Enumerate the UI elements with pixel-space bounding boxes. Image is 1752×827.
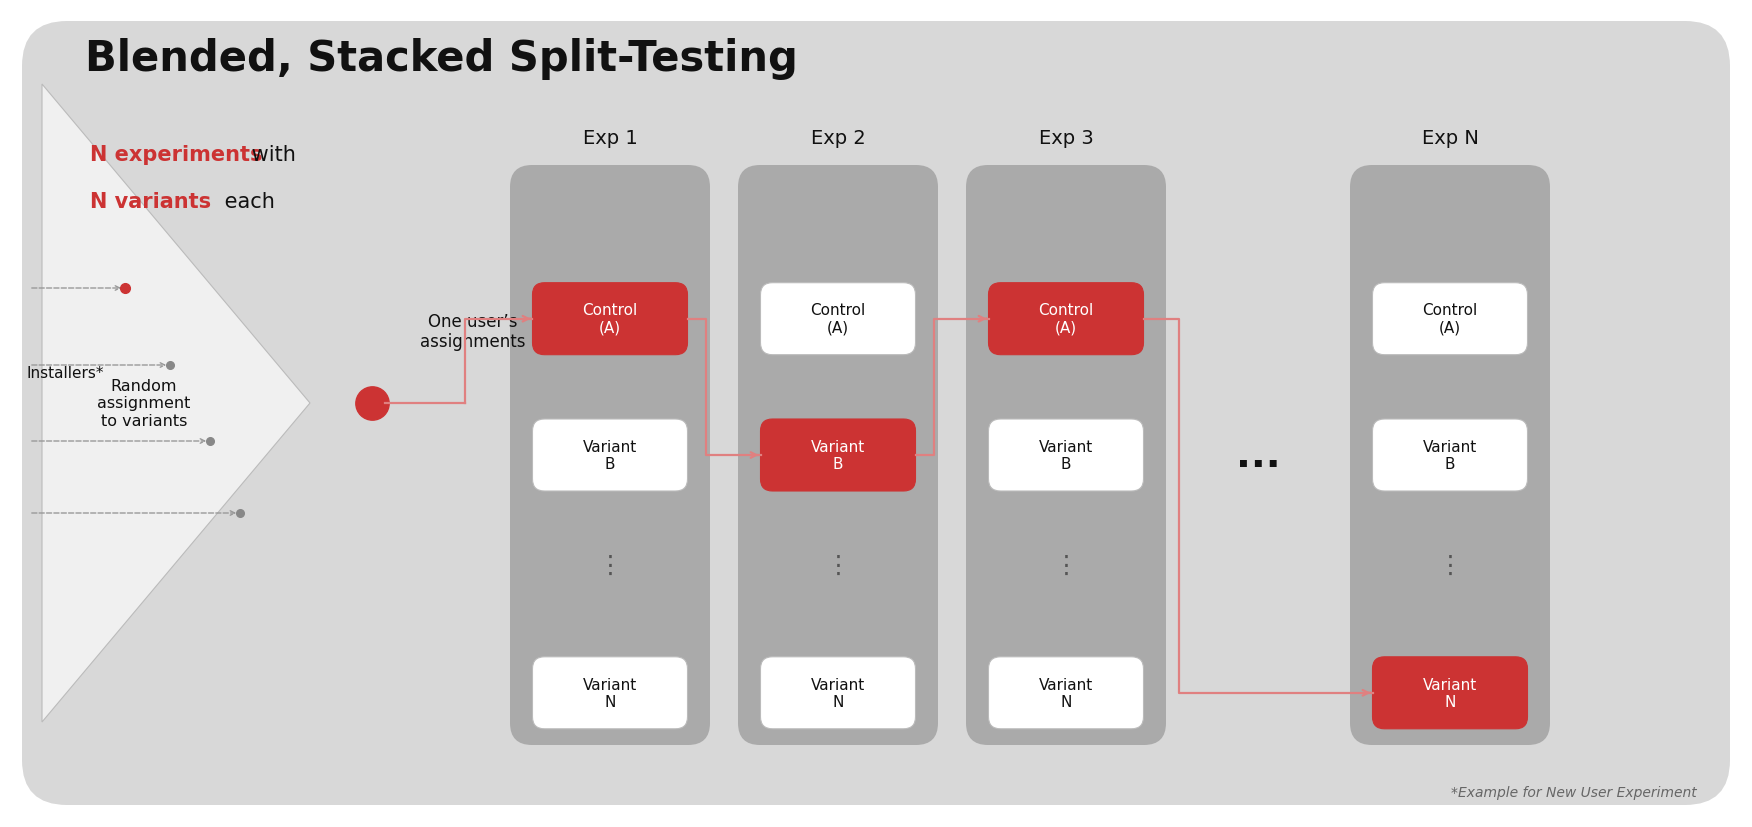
FancyBboxPatch shape xyxy=(533,284,687,356)
FancyBboxPatch shape xyxy=(760,419,916,491)
Text: One user’s
assignments: One user’s assignments xyxy=(420,313,526,351)
Text: ...: ... xyxy=(1235,437,1281,475)
Text: N experiments: N experiments xyxy=(89,145,263,165)
Text: Control
(A): Control (A) xyxy=(811,304,865,336)
Text: Blended, Stacked Split-Testing: Blended, Stacked Split-Testing xyxy=(86,38,797,80)
Text: Control
(A): Control (A) xyxy=(1039,304,1093,336)
FancyBboxPatch shape xyxy=(1372,419,1528,491)
Text: Installers*: Installers* xyxy=(26,366,105,381)
FancyBboxPatch shape xyxy=(738,165,937,745)
Text: ⋮: ⋮ xyxy=(1053,553,1079,577)
Text: Exp N: Exp N xyxy=(1421,129,1479,148)
Text: Exp 3: Exp 3 xyxy=(1039,129,1093,148)
Text: Control
(A): Control (A) xyxy=(582,304,638,336)
Text: Exp 2: Exp 2 xyxy=(811,129,865,148)
Text: Control
(A): Control (A) xyxy=(1423,304,1477,336)
FancyBboxPatch shape xyxy=(1372,284,1528,356)
Text: Exp 1: Exp 1 xyxy=(583,129,638,148)
Text: Variant
B: Variant B xyxy=(811,439,865,471)
Text: Random
assignment
to variants: Random assignment to variants xyxy=(96,379,191,428)
Text: N variants: N variants xyxy=(89,192,212,212)
FancyBboxPatch shape xyxy=(760,657,916,729)
FancyBboxPatch shape xyxy=(533,419,687,491)
Text: ⋮: ⋮ xyxy=(597,553,622,577)
Text: ⋮: ⋮ xyxy=(825,553,850,577)
Text: ⋮: ⋮ xyxy=(1437,553,1463,577)
Text: Variant
N: Variant N xyxy=(583,676,638,709)
FancyBboxPatch shape xyxy=(533,657,687,729)
FancyBboxPatch shape xyxy=(760,284,916,356)
Text: Variant
N: Variant N xyxy=(1039,676,1093,709)
FancyBboxPatch shape xyxy=(510,165,710,745)
FancyBboxPatch shape xyxy=(988,284,1144,356)
Polygon shape xyxy=(42,85,310,722)
Text: Variant
B: Variant B xyxy=(1423,439,1477,471)
FancyBboxPatch shape xyxy=(23,22,1729,805)
FancyBboxPatch shape xyxy=(988,657,1144,729)
Text: Variant
B: Variant B xyxy=(583,439,638,471)
FancyBboxPatch shape xyxy=(1372,657,1528,729)
Text: Variant
N: Variant N xyxy=(811,676,865,709)
Text: each: each xyxy=(217,192,275,212)
Text: with: with xyxy=(245,145,296,165)
FancyBboxPatch shape xyxy=(1351,165,1551,745)
Text: Variant
N: Variant N xyxy=(1423,676,1477,709)
FancyBboxPatch shape xyxy=(965,165,1167,745)
Text: Variant
B: Variant B xyxy=(1039,439,1093,471)
FancyBboxPatch shape xyxy=(988,419,1144,491)
Text: *Example for New User Experiment: *Example for New User Experiment xyxy=(1451,785,1698,799)
